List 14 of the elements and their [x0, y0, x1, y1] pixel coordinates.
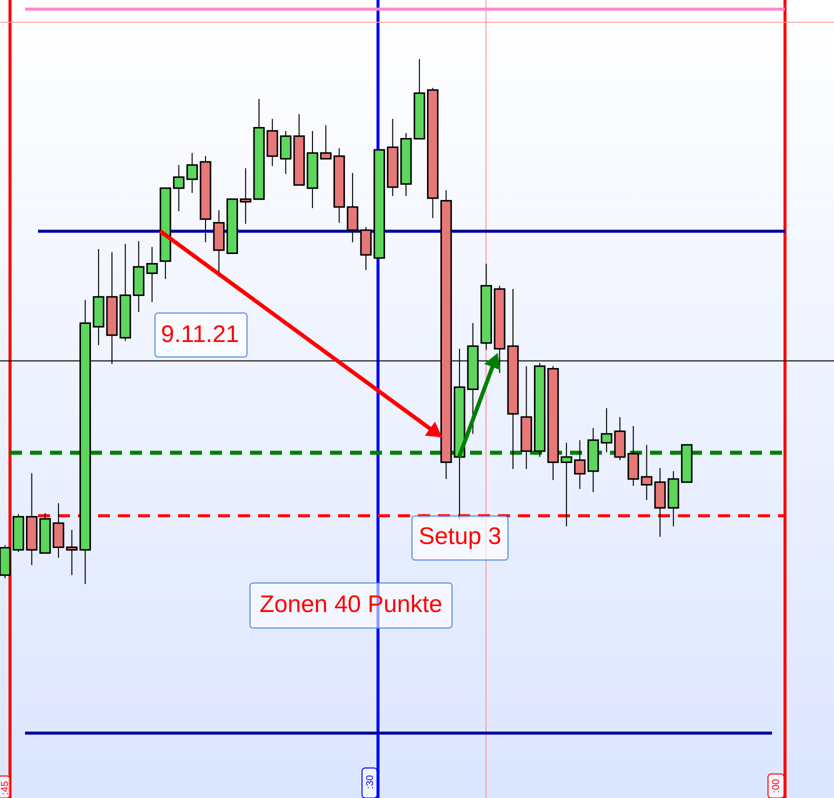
candlestick — [186, 152, 198, 194]
candlestick — [146, 246, 158, 303]
annotation: Setup 3 — [418, 523, 502, 550]
candlestick — [280, 130, 292, 174]
annotation: 9.11.21 — [160, 321, 240, 348]
candlestick — [320, 124, 332, 160]
text: :00 — [771, 778, 782, 793]
text: :45 — [0, 780, 11, 795]
candlestick — [574, 440, 586, 490]
text: Zonen 40 Punkte — [260, 591, 442, 618]
candlestick — [640, 444, 652, 501]
candlestick — [173, 164, 185, 212]
text: :30 — [365, 774, 376, 789]
candlestick — [66, 529, 78, 576]
